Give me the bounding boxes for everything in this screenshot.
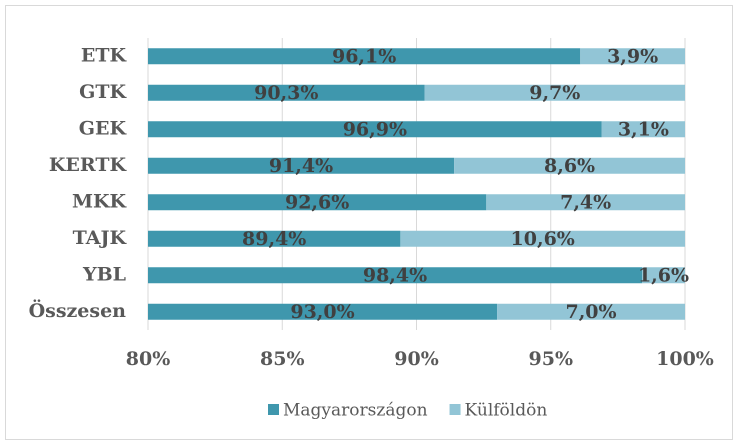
bar-segment: [486, 194, 685, 211]
bar-segment: [400, 230, 685, 247]
x-tick-label: 80%: [126, 348, 171, 370]
data-label: 7,0%: [565, 301, 616, 323]
data-label: 1,6%: [638, 264, 689, 286]
legend-swatch: [268, 404, 279, 415]
bar-segment: [642, 267, 685, 284]
bar-segment: [497, 303, 685, 320]
data-label: 10,6%: [511, 228, 575, 250]
data-label: 3,1%: [618, 118, 669, 140]
bar-segment: [148, 303, 498, 320]
data-label: 90,3%: [254, 82, 318, 104]
data-label: 8,6%: [544, 155, 595, 177]
data-label: 98,4%: [363, 264, 427, 286]
y-tick-label: GEK: [79, 117, 128, 139]
bar-segment: [148, 84, 425, 101]
legend-swatch: [449, 404, 461, 415]
y-tick-label: MKK: [72, 190, 128, 212]
bar-segment: [148, 157, 455, 174]
x-tick-label: 100%: [656, 348, 714, 370]
x-tick-label: 95%: [529, 348, 574, 370]
data-label: 96,1%: [332, 45, 396, 67]
data-label: 7,4%: [560, 191, 611, 213]
legend-label: Külföldön: [465, 401, 548, 421]
y-tick-label: YBL: [82, 263, 126, 285]
bar-segment: [601, 121, 685, 138]
y-tick-label: GTK: [79, 81, 127, 103]
bar-segment: [148, 121, 602, 138]
chart-border: [5, 5, 733, 440]
bar-segment: [148, 267, 643, 284]
data-label: 3,9%: [607, 45, 658, 67]
data-label: 93,0%: [290, 301, 354, 323]
bar-segment: [454, 157, 685, 174]
y-tick-label: TAJK: [73, 227, 128, 249]
data-label: 91,4%: [269, 155, 333, 177]
y-tick-label: Összesen: [29, 299, 127, 322]
x-tick-label: 85%: [260, 348, 305, 370]
data-label: 92,6%: [285, 191, 349, 213]
bar-segment: [424, 84, 685, 101]
bar-segment: [148, 48, 581, 65]
x-tick-label: 90%: [394, 348, 439, 370]
data-label: 96,9%: [343, 118, 407, 140]
y-tick-label: KERTK: [49, 154, 128, 176]
data-label: 9,7%: [529, 82, 580, 104]
y-tick-label: ETK: [81, 44, 128, 66]
bar-segment: [148, 194, 487, 211]
bar-segment: [148, 230, 401, 247]
data-label: 89,4%: [242, 228, 306, 250]
bar-segment: [580, 48, 685, 65]
legend-label: Magyarországon: [283, 401, 428, 421]
